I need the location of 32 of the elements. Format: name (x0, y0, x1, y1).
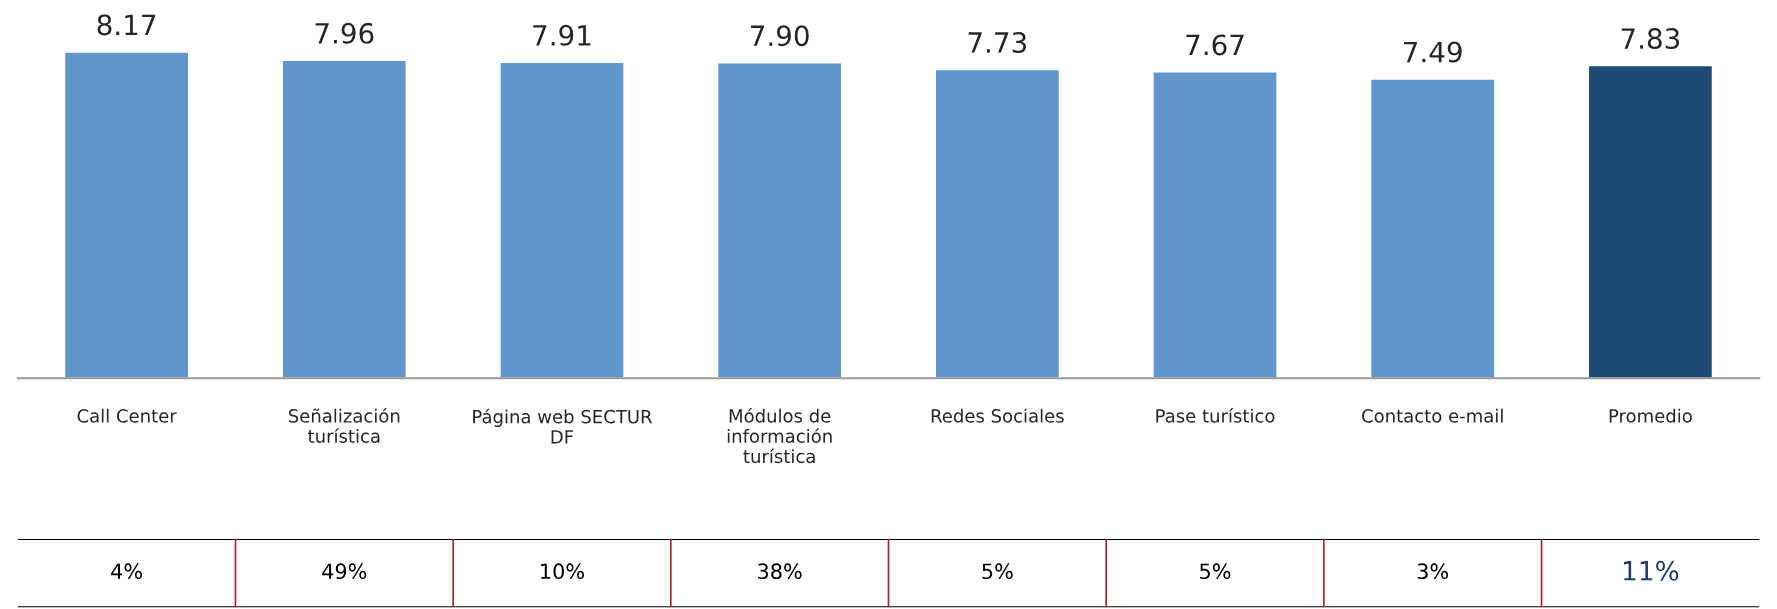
data-label: 7.96 (315, 22, 374, 44)
data-label: 7.73 (968, 32, 1027, 54)
bar (1369, 78, 1496, 379)
x-tick-label: Contacto e-mail (1362, 408, 1503, 423)
x-tick-label: Pase turístico (1156, 408, 1275, 423)
data-label: 7.49 (1404, 41, 1462, 63)
x-tick-label: Promedio (1609, 408, 1692, 423)
bar (1587, 64, 1714, 379)
bar (716, 62, 843, 379)
bar (1152, 71, 1278, 379)
data-label: 7.67 (1186, 34, 1244, 56)
bar (934, 68, 1061, 379)
x-tick-label: Redes Sociales (931, 408, 1064, 423)
text: 3% (1417, 563, 1449, 580)
x-tick-label: Señalización turística (288, 408, 400, 443)
text: 4% (111, 563, 142, 580)
text: 11% (1623, 560, 1679, 581)
text: 49% (322, 563, 367, 580)
bar (63, 51, 190, 379)
x-tick-label: Módulos de información turística (727, 408, 832, 464)
data-label: 8.17 (97, 14, 156, 36)
text: 10% (541, 563, 584, 580)
x-tick-label: Página web SECTUR DF (473, 408, 653, 444)
data-label: 7.91 (533, 24, 591, 46)
data-label: 7.90 (751, 25, 809, 47)
text: 38% (758, 563, 802, 580)
bar (281, 59, 408, 379)
bar (499, 61, 625, 379)
text: 5% (982, 563, 1013, 580)
x-tick-label: Call Center (77, 408, 177, 423)
text: 5% (1200, 563, 1231, 580)
data-label: 7.83 (1621, 28, 1680, 50)
